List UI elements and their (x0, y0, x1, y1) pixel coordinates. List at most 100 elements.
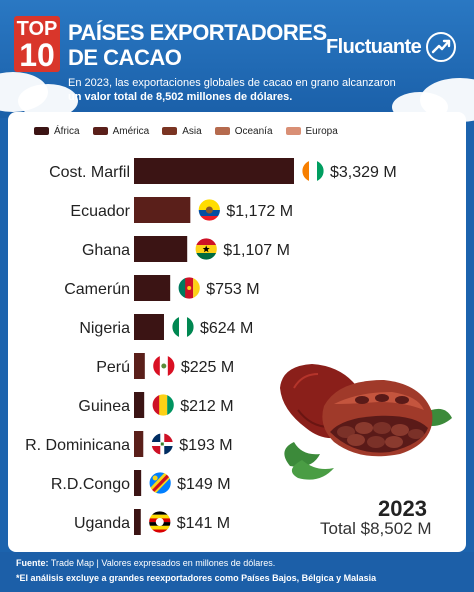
value-label: $149 M (177, 476, 230, 493)
bar-row: Nigeria $624 M (79, 314, 253, 340)
flag-stripe (148, 529, 171, 533)
dr-congo-flag (149, 472, 172, 494)
value-label: $193 M (179, 437, 232, 454)
flag-stripe (148, 525, 171, 530)
legend-item-africa: África (34, 126, 80, 137)
brand-name: Fluctuante (326, 36, 422, 58)
flag-stripe (151, 446, 161, 455)
flag-stripe (164, 446, 174, 455)
legend-item-america: América (92, 125, 150, 137)
year-label: 2023 (378, 496, 427, 521)
flag-star (187, 286, 192, 290)
flag-emblem (160, 442, 164, 446)
value-label: $1,107 M (223, 242, 290, 259)
bar (134, 470, 142, 496)
bar (134, 314, 164, 340)
flag-ring (150, 432, 174, 456)
flag-stripe (167, 394, 175, 416)
source-text: Trade Map | Valores expresados en millon… (48, 558, 276, 568)
cacao-pod-illustration (280, 364, 452, 480)
title-line-2: DE CACAO (68, 45, 182, 70)
badge-number: 10 (19, 37, 55, 73)
cameroon-flag (178, 277, 201, 299)
title-line-1: PAÍSES EXPORTADORES (68, 20, 327, 45)
category-label: R. Dominicana (25, 437, 130, 454)
bar-row: Ecuador $1,172 M (70, 197, 293, 223)
flag-ring (148, 471, 172, 495)
nigeria-flag (171, 316, 194, 338)
uganda-flag (148, 511, 171, 533)
category-label: Ghana (82, 242, 130, 259)
source-label: Fuente: (16, 558, 49, 568)
legend-item-europa: Europa (285, 125, 338, 137)
flag-stripe (164, 433, 174, 442)
flag-stripe (186, 316, 194, 338)
flag-stripe (317, 160, 324, 182)
peru-flag (152, 355, 175, 377)
flag-stripe (178, 277, 187, 299)
bar-row: Perú $225 M (96, 353, 234, 379)
bar-row: Uganda $141 M (74, 509, 230, 535)
legend-swatch (214, 127, 230, 135)
footer-bar (0, 552, 474, 592)
flag-stripe (148, 511, 171, 515)
bar (134, 392, 145, 418)
flag-stripe (171, 316, 180, 338)
value-label: $225 M (181, 359, 234, 376)
flag-star (152, 475, 158, 481)
flag-emblem (161, 363, 167, 369)
legend-swatch (162, 127, 178, 135)
category-label: R.D.Congo (51, 476, 130, 493)
flag-stripe (152, 355, 161, 377)
legend-item-oceania: Oceanía (214, 126, 273, 137)
legend-label: África (54, 125, 80, 137)
flag-ring (301, 159, 325, 183)
flag-star (202, 245, 210, 253)
legend-item-asia: Asia (162, 126, 202, 137)
flag-stripe (302, 160, 310, 182)
bar (134, 275, 171, 301)
value-label: $212 M (180, 398, 233, 415)
ecuador-flag (198, 199, 221, 221)
value-label: $753 M (206, 281, 259, 298)
legend-swatch (34, 127, 49, 135)
flag-stripe (159, 394, 168, 416)
bar-row: R. Dominicana $193 M (25, 431, 233, 457)
legend-label: América (112, 125, 150, 137)
ghana-flag (195, 238, 218, 260)
bar-row: Cost. Marfil $3,329 M (49, 158, 397, 184)
value-label: $141 M (177, 515, 230, 532)
bar-chart: Cost. Marfil $3,329 M Ecuador $1,172 M Ghana… (25, 158, 397, 535)
value-label: $1,172 M (226, 203, 293, 220)
flag-ring (197, 198, 221, 222)
flag-stripe (178, 316, 187, 338)
value-label: $624 M (200, 320, 253, 337)
flag-ring (151, 393, 175, 417)
legend: África América Asia Oceanía Europa (34, 124, 351, 138)
value-label: $3,329 M (330, 164, 397, 181)
bar-row: R.D.Congo $149 M (51, 470, 231, 496)
legend-label: Europa (305, 125, 338, 137)
flag-stripe (151, 433, 161, 442)
bar (134, 353, 145, 379)
flag-stripe (149, 472, 172, 494)
flag-stripe (148, 514, 171, 519)
category-label: Camerún (64, 281, 130, 298)
category-label: Ecuador (70, 203, 130, 220)
total-value: Total $8,502 M (320, 519, 432, 538)
flag-stripe (198, 199, 221, 210)
category-label: Uganda (74, 515, 130, 532)
category-label: Nigeria (79, 320, 130, 337)
flag-ring (148, 510, 172, 534)
flag-ring (194, 237, 218, 261)
subtitle-text: En 2023, las exportaciones globales de c… (68, 77, 396, 89)
bar (134, 431, 144, 457)
bar (134, 197, 191, 223)
ivory-coast-flag (302, 160, 324, 182)
bar-row: Ghana $1,107 M (82, 236, 290, 262)
top-ten-badge: TOP 10 (14, 16, 60, 72)
guinea-flag (152, 394, 175, 416)
category-label: Cost. Marfil (49, 164, 130, 181)
flag-stripe (195, 253, 218, 260)
